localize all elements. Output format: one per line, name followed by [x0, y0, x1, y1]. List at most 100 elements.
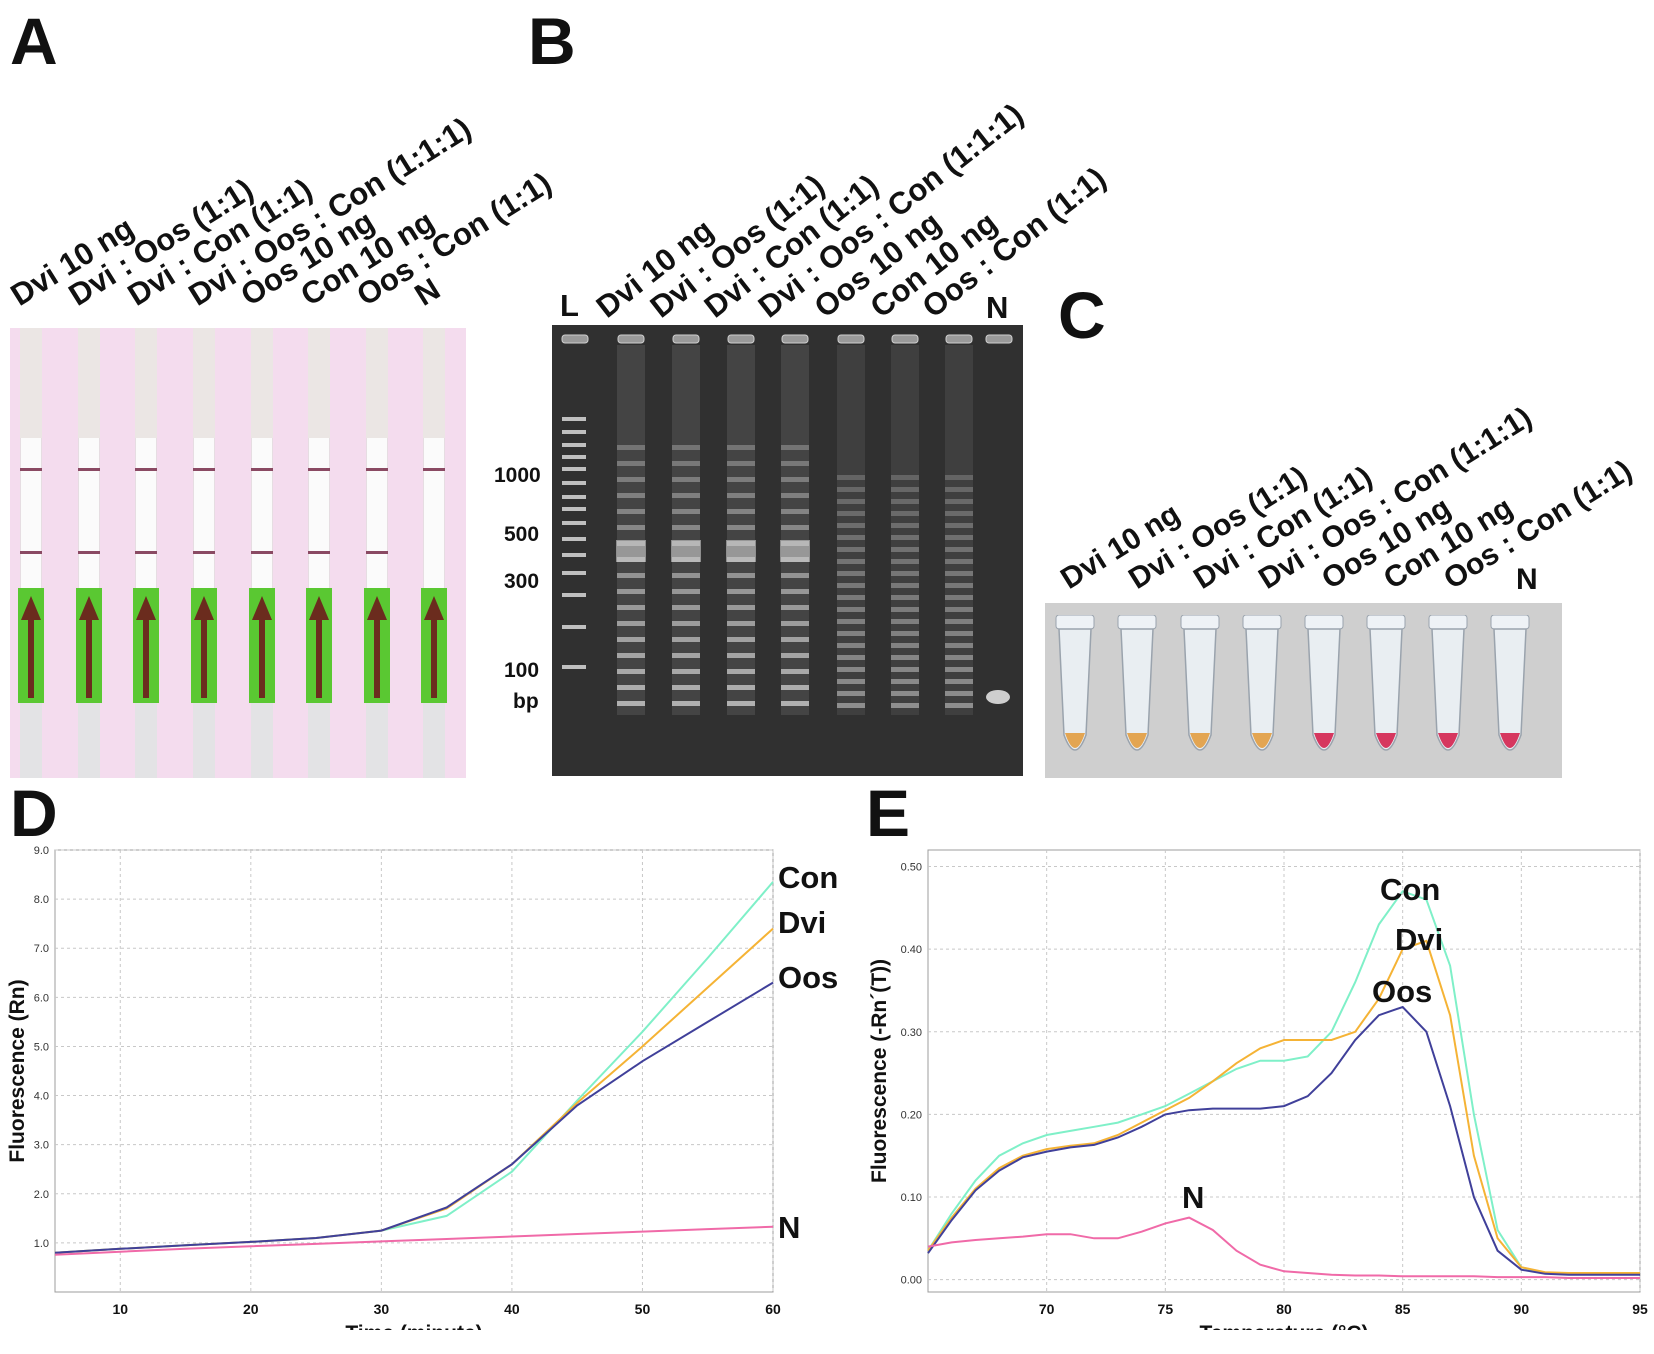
- dna-band: [781, 637, 809, 642]
- control-line: [423, 468, 445, 471]
- dna-band: [837, 475, 865, 480]
- series-line-dvi: [927, 939, 1640, 1274]
- ladder-band: [562, 507, 586, 511]
- marker-300: 300: [504, 570, 540, 593]
- dna-band: [945, 667, 973, 672]
- gel-well: [945, 334, 973, 344]
- agarose-gel-photo: [552, 325, 1023, 776]
- dna-band: [672, 445, 700, 450]
- dna-band: [945, 607, 973, 612]
- strip-base: [78, 703, 100, 778]
- panel-label-b: B: [528, 4, 576, 78]
- x-tick-label: 60: [765, 1301, 781, 1317]
- test-strip: [133, 328, 159, 778]
- y-tick-label: 9.0: [34, 845, 49, 857]
- dna-band: [727, 509, 755, 514]
- dna-band: [837, 643, 865, 648]
- arrow-up-icon: [21, 596, 41, 698]
- test-strip: [421, 328, 447, 778]
- test-line: [135, 551, 157, 554]
- dna-band: [781, 525, 809, 530]
- series-label-n: N: [1182, 1180, 1204, 1215]
- dna-band: [672, 701, 700, 706]
- control-line: [251, 468, 273, 471]
- strip-top: [251, 328, 273, 438]
- ladder-band: [562, 417, 586, 421]
- strip-membrane: [423, 438, 445, 588]
- x-axis-label: Temperature (°C): [1199, 1322, 1368, 1330]
- sample-pad: [18, 588, 44, 703]
- reaction-tube: [1426, 614, 1470, 775]
- dna-band: [837, 679, 865, 684]
- lane-smear: [891, 345, 919, 715]
- arrow-up-icon: [367, 596, 387, 698]
- strip-base: [251, 703, 273, 778]
- dna-band: [672, 573, 700, 578]
- dna-band: [617, 589, 645, 594]
- test-line: [78, 551, 100, 554]
- dna-band: [945, 547, 973, 552]
- dna-band: [727, 653, 755, 658]
- reaction-tube: [1488, 614, 1532, 775]
- dna-band: [727, 525, 755, 530]
- dna-band: [891, 535, 919, 540]
- dna-band: [891, 655, 919, 660]
- y-tick-label: 0.30: [901, 1027, 922, 1039]
- arrow-up-icon: [252, 596, 272, 698]
- y-tick-label: 4.0: [34, 1091, 49, 1103]
- dna-band: [891, 631, 919, 636]
- dna-band: [617, 493, 645, 498]
- gel-well: [727, 334, 755, 344]
- dna-band: [945, 583, 973, 588]
- test-strip: [249, 328, 275, 778]
- ladder-band: [562, 625, 586, 629]
- lane-label: N: [986, 290, 1009, 325]
- strip-top: [308, 328, 330, 438]
- test-strip: [191, 328, 217, 778]
- dna-band: [945, 643, 973, 648]
- gel-well: [837, 334, 865, 344]
- y-tick-label: 0.50: [901, 862, 922, 874]
- dna-band: [891, 559, 919, 564]
- dna-band: [837, 487, 865, 492]
- dna-band: [671, 540, 701, 562]
- dna-band: [727, 669, 755, 674]
- primer-dimer-band: [986, 690, 1010, 704]
- strip-membrane: [193, 438, 215, 588]
- dna-band: [727, 605, 755, 610]
- lane-label: N: [1516, 563, 1538, 596]
- dna-band: [672, 621, 700, 626]
- dna-band: [617, 477, 645, 482]
- sample-pad: [191, 588, 217, 703]
- ladder-band: [562, 495, 586, 499]
- sample-pad: [76, 588, 102, 703]
- y-tick-label: 0.10: [901, 1192, 922, 1204]
- dna-band: [837, 583, 865, 588]
- y-tick-label: 1.0: [34, 1238, 49, 1250]
- y-tick-label: 0.00: [901, 1275, 922, 1287]
- marker-1000: 1000: [494, 464, 541, 487]
- dna-band: [727, 461, 755, 466]
- dna-band: [617, 669, 645, 674]
- dna-band: [891, 511, 919, 516]
- ladder-band: [562, 481, 586, 485]
- sample-pad: [364, 588, 390, 703]
- dna-band: [837, 511, 865, 516]
- dna-band: [617, 653, 645, 658]
- control-line: [78, 468, 100, 471]
- strip-top: [135, 328, 157, 438]
- strip-membrane: [366, 438, 388, 588]
- strip-base: [193, 703, 215, 778]
- dna-band: [837, 559, 865, 564]
- sample-pad: [133, 588, 159, 703]
- x-tick-label: 80: [1276, 1301, 1292, 1317]
- dna-band: [891, 619, 919, 624]
- control-line: [135, 468, 157, 471]
- reaction-tube: [1115, 614, 1159, 775]
- test-line: [308, 551, 330, 554]
- series-line-n: [927, 1216, 1640, 1279]
- dna-band: [891, 607, 919, 612]
- y-tick-label: 0.40: [901, 944, 922, 956]
- strip-top: [193, 328, 215, 438]
- dna-band: [945, 679, 973, 684]
